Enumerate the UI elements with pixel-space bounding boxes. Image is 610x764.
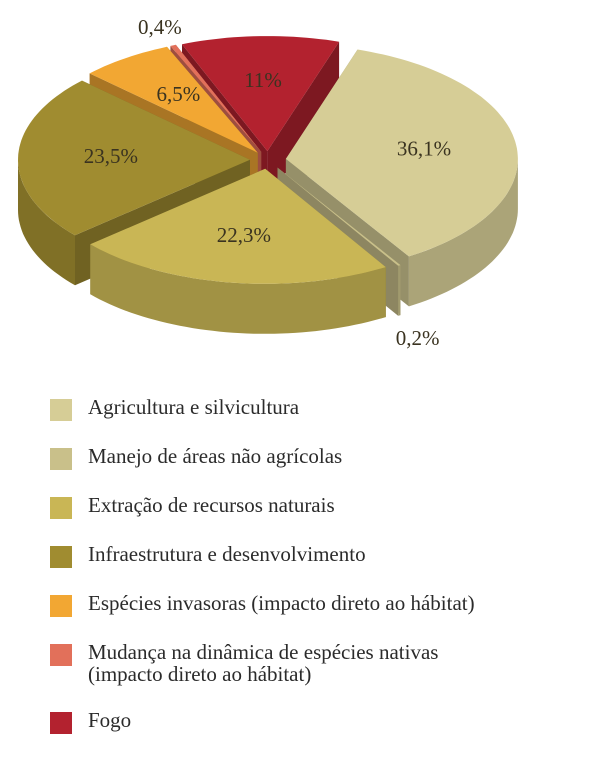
slice <box>89 46 258 153</box>
slice-side <box>90 244 386 334</box>
slice <box>277 167 401 266</box>
legend-swatch <box>50 497 72 519</box>
slice <box>18 80 250 236</box>
chart: 36,1% 0,2% 22,3% 23,5% 6,5% 0,4% 11% <box>18 15 518 350</box>
legend-swatch <box>50 595 72 617</box>
slice-side <box>398 265 401 316</box>
legend: Agricultura e silvicultura Manejo de área… <box>50 396 610 758</box>
data-label: 36,1% <box>397 136 451 160</box>
data-label: 6,5% <box>157 82 201 106</box>
legend-swatch <box>50 399 72 421</box>
slice <box>170 44 262 152</box>
data-label: 0,2% <box>396 326 440 350</box>
legend-item: Mudança na dinâmica de espécies nativas … <box>50 641 610 685</box>
legend-item: Manejo de áreas não agrícolas <box>50 445 610 470</box>
legend-item: Fogo <box>50 709 610 734</box>
legend-item: Extração de recursos naturais <box>50 494 610 519</box>
legend-swatch <box>50 448 72 470</box>
legend-item: Espécies invasoras (impacto direto ao há… <box>50 592 610 617</box>
legend-label: Mudança na dinâmica de espécies nativas … <box>88 640 439 686</box>
legend-label: Espécies invasoras (impacto direto ao há… <box>88 591 475 615</box>
data-label: 11% <box>244 68 282 92</box>
legend-item: Infraestrutura e desenvolvimento <box>50 543 610 568</box>
data-label: 0,4% <box>138 15 182 39</box>
slice-side <box>18 159 75 286</box>
legend-swatch <box>50 644 72 666</box>
legend-label: Extração de recursos naturais <box>88 493 335 517</box>
data-label: 22,3% <box>217 223 271 247</box>
legend-item: Agricultura e silvicultura <box>50 396 610 421</box>
legend-label: Agricultura e silvicultura <box>88 395 300 419</box>
slice-face <box>267 41 340 202</box>
legend-label: Infraestrutura e desenvolvimento <box>88 542 366 566</box>
slice <box>285 49 518 257</box>
legend-swatch <box>50 712 72 734</box>
legend-label: Manejo de áreas não agrícolas <box>88 444 343 468</box>
slice <box>182 36 340 152</box>
data-label: 23,5% <box>84 144 138 168</box>
slice <box>90 168 386 284</box>
legend-label: Fogo <box>88 708 132 732</box>
legend-swatch <box>50 546 72 568</box>
slice-side <box>408 158 518 307</box>
